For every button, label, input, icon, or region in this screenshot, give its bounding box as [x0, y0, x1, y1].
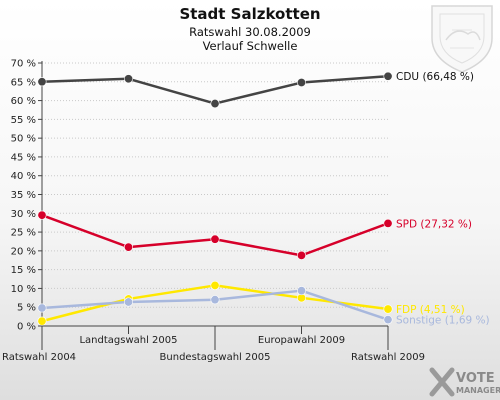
y-tick-label: 30 % — [11, 209, 36, 220]
data-point-fdp — [383, 304, 393, 314]
data-point-spd — [210, 234, 220, 244]
data-point-cdu — [210, 99, 220, 109]
y-tick-label: 25 % — [11, 228, 36, 239]
y-tick-label: 55 % — [11, 115, 36, 126]
data-point-spd — [37, 210, 47, 220]
series-label-cdu: CDU (66,48 %) — [396, 71, 474, 83]
x-tick-label: Ratswahl 2009 — [351, 352, 425, 363]
data-point-spd — [124, 242, 134, 252]
data-point-cdu — [383, 71, 393, 81]
chart-title: Stadt Salzkotten — [179, 5, 320, 23]
data-point-fdp — [210, 280, 220, 290]
chart-subtitle-2: Verlauf Schwelle — [203, 39, 298, 53]
data-point-sonstige — [296, 286, 306, 296]
y-tick-label: 15 % — [11, 265, 36, 276]
y-tick-label: 65 % — [11, 77, 36, 88]
y-tick-label: 10 % — [11, 284, 36, 295]
y-tick-label: 60 % — [11, 96, 36, 107]
y-tick-label: 40 % — [11, 171, 36, 182]
data-point-sonstige — [383, 315, 393, 325]
x-mark-icon — [429, 367, 455, 397]
y-tick-label: 45 % — [11, 152, 36, 163]
data-point-cdu — [37, 77, 47, 87]
series-label-spd: SPD (27,32 %) — [396, 218, 472, 230]
x-tick-label: Landtagswahl 2005 — [79, 335, 177, 346]
data-point-cdu — [296, 78, 306, 88]
x-tick-label: Ratswahl 2004 — [2, 352, 76, 363]
coat-of-arms-icon — [431, 5, 493, 73]
y-tick-label: 20 % — [11, 246, 36, 257]
y-tick-label: 70 % — [11, 59, 36, 70]
series-group — [37, 71, 393, 326]
y-tick-label: 50 % — [11, 134, 36, 145]
x-tick-label: Europawahl 2009 — [258, 335, 345, 346]
data-point-spd — [383, 218, 393, 228]
data-point-cdu — [124, 74, 134, 84]
data-point-spd — [296, 250, 306, 260]
data-point-sonstige — [124, 297, 134, 307]
y-tick-label: 35 % — [11, 190, 36, 201]
series-label-sonstige: Sonstige (1,69 %) — [396, 315, 490, 327]
series-line-sonstige — [41, 289, 389, 321]
vote-manager-logo: VOTE MANAGER — [429, 367, 500, 397]
series-label-fdp: FDP (4,51 %) — [396, 304, 465, 316]
watermark-manager: MANAGER — [456, 386, 500, 395]
chart-subtitle: Ratswahl 30.08.2009 — [189, 25, 311, 39]
y-tick-label: 0 % — [17, 322, 36, 333]
watermark-vote: VOTE — [456, 371, 495, 386]
data-point-sonstige — [37, 303, 47, 313]
grid-lines — [42, 62, 388, 327]
data-point-fdp — [37, 316, 47, 326]
y-axis: 0 % 5 % 10 % 15 % 20 % 25 % 30 % 35 % 40 % 45 % 50… — [11, 59, 43, 333]
x-tick-label: Bundestagswahl 2005 — [160, 352, 271, 363]
data-point-sonstige — [210, 295, 220, 305]
y-tick-label: 5 % — [17, 303, 36, 314]
series-labels: CDU (66,48 %) SPD (27,32 %) FDP (4,51 %)So… — [396, 71, 490, 326]
